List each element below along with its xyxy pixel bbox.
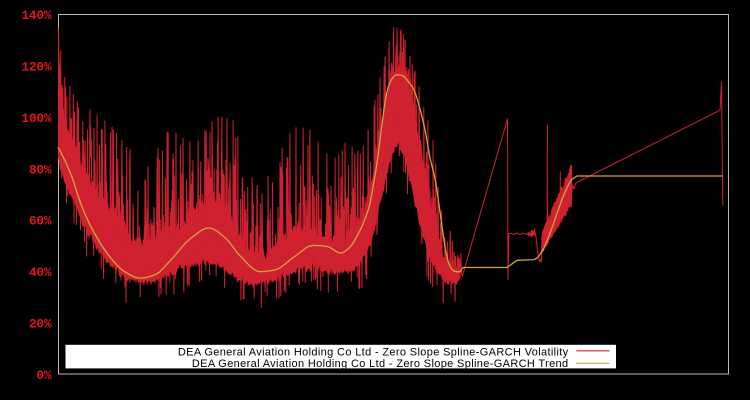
svg-text:80%: 80% [29, 163, 52, 177]
svg-text:60%: 60% [29, 215, 52, 229]
svg-text:0%: 0% [36, 369, 52, 383]
svg-text:120%: 120% [21, 60, 52, 74]
svg-text:DEA General Aviation Holding C: DEA General Aviation Holding Co Ltd - Ze… [178, 346, 569, 358]
svg-text:DEA General Aviation Holding C: DEA General Aviation Holding Co Ltd - Ze… [192, 358, 569, 370]
svg-text:20%: 20% [29, 318, 52, 332]
svg-text:140%: 140% [21, 9, 52, 23]
svg-text:40%: 40% [29, 266, 52, 280]
svg-text:100%: 100% [21, 112, 52, 126]
